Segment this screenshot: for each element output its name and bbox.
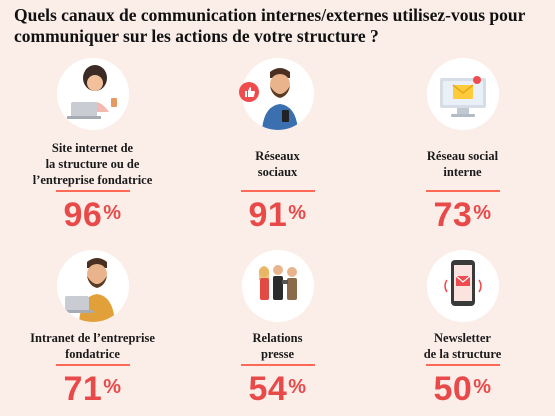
channel-label-line: Newsletter (434, 331, 491, 345)
divider (240, 190, 315, 192)
percentage-value: 54 (248, 370, 288, 408)
channel-label-line: l’entreprise fondatrice (32, 173, 153, 187)
woman-laptop-icon (56, 58, 129, 130)
channel-label-line: de la structure (423, 347, 502, 361)
channel-label-line: interne (443, 165, 482, 179)
percentage-unit: % (473, 202, 492, 224)
divider (425, 364, 500, 366)
channel-label-line: sociaux (257, 165, 298, 179)
channel-percentage: 54% (185, 372, 370, 406)
channel-label-line: Site internet de (51, 141, 134, 155)
divider (240, 364, 315, 366)
percentage-unit: % (103, 376, 122, 398)
channel-card-newsletter: Newsletter de la structure 50% (370, 250, 555, 416)
percentage-value: 50 (433, 370, 473, 408)
channel-percentage: 96% (0, 198, 185, 232)
channel-label-line: fondatrice (65, 347, 120, 361)
percentage-unit: % (288, 202, 307, 224)
percentage-value: 91 (248, 196, 288, 234)
press-people-icon (241, 250, 314, 322)
percentage-unit: % (288, 376, 307, 398)
channel-card-intranet: Intranet de l’entreprise fondatrice 71% (0, 250, 185, 416)
percentage-value: 71 (63, 370, 103, 408)
percentage-unit: % (473, 376, 492, 398)
channel-card-press-relations: Relations presse 54% (185, 250, 370, 416)
channel-label-line: presse (260, 347, 295, 361)
divider (55, 190, 130, 192)
like-badge-icon (239, 82, 259, 102)
percentage-value: 96 (63, 196, 103, 234)
divider (425, 190, 500, 192)
channel-card-website: Site internet de la structure ou de l’en… (0, 58, 185, 232)
channel-label-line: la structure ou de (45, 157, 140, 171)
channel-label-line: Intranet de l’entreprise (30, 331, 155, 345)
channel-label-line: Réseau social (426, 149, 499, 163)
channel-card-internal-social: Réseau social interne 73% (370, 58, 555, 232)
channel-percentage: 50% (370, 372, 555, 406)
divider (55, 364, 130, 366)
monitor-mail-icon (426, 58, 499, 130)
channel-label-line: Réseaux (255, 149, 300, 163)
page-title: Quels canaux de communication internes/e… (14, 5, 526, 46)
channel-percentage: 71% (0, 372, 185, 406)
percentage-unit: % (103, 202, 122, 224)
man-phone-like-icon (241, 58, 314, 130)
channel-label-line: Relations (252, 331, 303, 345)
channel-percentage: 91% (185, 198, 370, 232)
channel-percentage: 73% (370, 198, 555, 232)
man-laptop-icon (56, 250, 129, 322)
channel-card-social-networks: Réseaux sociaux 91% (185, 58, 370, 232)
phone-newsletter-icon (426, 250, 499, 322)
percentage-value: 73 (433, 196, 473, 234)
